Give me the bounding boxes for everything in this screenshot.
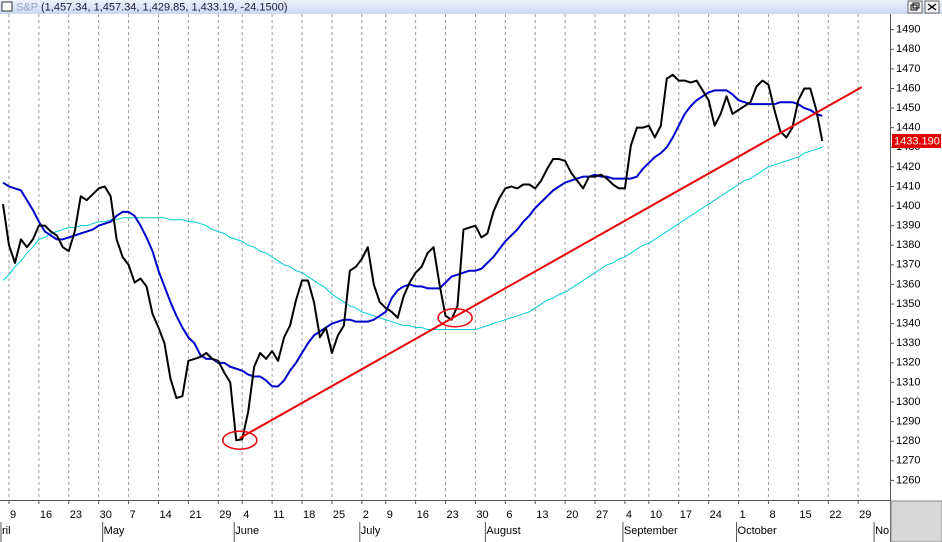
x-tick-label: 6 bbox=[506, 509, 512, 521]
restore-button[interactable] bbox=[907, 0, 923, 14]
y-tick-label: 1280 bbox=[896, 435, 920, 447]
month-label: ril bbox=[2, 525, 11, 537]
x-tick-label: 9 bbox=[10, 509, 16, 521]
title-text: S&P (1,457.34, 1,457.34, 1,429.85, 1,433.… bbox=[16, 1, 288, 13]
x-tick-label: 23 bbox=[70, 509, 82, 521]
month-label: October bbox=[738, 525, 777, 537]
highlight-circle bbox=[437, 308, 473, 328]
window-icon bbox=[1, 1, 13, 12]
last-price-box bbox=[892, 134, 941, 149]
month-label: No bbox=[875, 525, 889, 537]
x-tick-label: 25 bbox=[333, 509, 345, 521]
x-tick-label: 14 bbox=[159, 509, 171, 521]
y-tick-label: 1310 bbox=[896, 376, 920, 388]
x-tick-label: 13 bbox=[536, 509, 548, 521]
x-tick-label: 27 bbox=[596, 509, 608, 521]
x-tick-label: 30 bbox=[100, 509, 112, 521]
y-tick-label: 1410 bbox=[896, 180, 920, 192]
x-tick-label: 7 bbox=[130, 509, 136, 521]
month-label: July bbox=[361, 525, 381, 537]
x-tick-label: 16 bbox=[417, 509, 429, 521]
y-tick-label: 1350 bbox=[896, 298, 920, 310]
y-tick-label: 1400 bbox=[896, 200, 920, 212]
y-tick-label: 1370 bbox=[896, 259, 920, 271]
y-tick-label: 1440 bbox=[896, 122, 920, 134]
month-label: August bbox=[486, 525, 520, 537]
price-line bbox=[2, 73, 824, 442]
quote: (1,457.34, 1,457.34, 1,429.85, 1,433.19,… bbox=[41, 1, 287, 13]
y-tick-label: 1290 bbox=[896, 416, 920, 428]
trendline bbox=[239, 86, 863, 439]
y-tick-label: 1300 bbox=[896, 396, 920, 408]
last-price-label: 1433.190 bbox=[894, 135, 940, 147]
x-tick-label: 4 bbox=[626, 509, 632, 521]
x-tick-label: 30 bbox=[476, 509, 488, 521]
corner-panel bbox=[890, 500, 942, 542]
y-tick-label: 1270 bbox=[896, 455, 920, 467]
x-tick-label: 15 bbox=[799, 509, 811, 521]
x-tick-label: 11 bbox=[273, 509, 284, 521]
y-tick-label: 1320 bbox=[896, 357, 920, 369]
y-tick-label: 1470 bbox=[896, 63, 920, 75]
y-tick-label: 1380 bbox=[896, 239, 920, 251]
x-tick-label: 21 bbox=[189, 509, 201, 521]
x-tick-label: 23 bbox=[447, 509, 459, 521]
x-tick-label: 1 bbox=[740, 509, 746, 521]
symbol: S&P bbox=[16, 1, 38, 13]
month-label: May bbox=[104, 525, 125, 537]
y-tick-label: 1340 bbox=[896, 318, 920, 330]
x-tick-label: 2 bbox=[363, 509, 369, 521]
x-tick-label: 20 bbox=[566, 509, 578, 521]
y-tick-label: 1460 bbox=[896, 82, 920, 94]
title-bar: S&P (1,457.34, 1,457.34, 1,429.85, 1,433.… bbox=[0, 0, 942, 14]
x-axis: 9 16 23 30 7 14 21 29 4 11 18 25 2 9 16 23 30 6 13 20 27 4 10 1… bbox=[0, 500, 889, 542]
x-tick-label: 8 bbox=[769, 509, 775, 521]
y-tick-label: 1420 bbox=[896, 161, 920, 173]
month-label: June bbox=[235, 525, 259, 537]
y-tick-label: 1480 bbox=[896, 43, 920, 55]
y-tick-label: 1330 bbox=[896, 337, 920, 349]
x-tick-label: 9 bbox=[387, 509, 393, 521]
month-label: September bbox=[624, 525, 678, 537]
x-tick-label: 18 bbox=[303, 509, 315, 521]
x-tick-label: 29 bbox=[859, 509, 871, 521]
x-tick-label: 24 bbox=[710, 509, 722, 521]
x-tick-label: 22 bbox=[829, 509, 841, 521]
x-tick-label: 16 bbox=[40, 509, 52, 521]
price-line bbox=[2, 146, 823, 331]
x-tick-label: 17 bbox=[680, 509, 692, 521]
y-tick-label: 1450 bbox=[896, 102, 920, 114]
close-button[interactable] bbox=[924, 0, 940, 14]
plot-area bbox=[2, 14, 863, 500]
x-tick-label: 4 bbox=[243, 509, 249, 521]
x-tick-label: 29 bbox=[219, 509, 231, 521]
y-tick-label: 1390 bbox=[896, 220, 920, 232]
y-tick-label: 1490 bbox=[896, 24, 920, 36]
x-tick-label: 10 bbox=[650, 509, 662, 521]
highlight-circle bbox=[222, 430, 258, 450]
title-bar-bg bbox=[0, 0, 942, 14]
y-axis: 1260 1270 1280 1290 1300 1310 1320 1330 1340 1350… bbox=[890, 24, 941, 486]
y-tick-label: 1360 bbox=[896, 278, 920, 290]
price-line bbox=[2, 89, 823, 388]
y-tick-label: 1260 bbox=[896, 474, 920, 486]
